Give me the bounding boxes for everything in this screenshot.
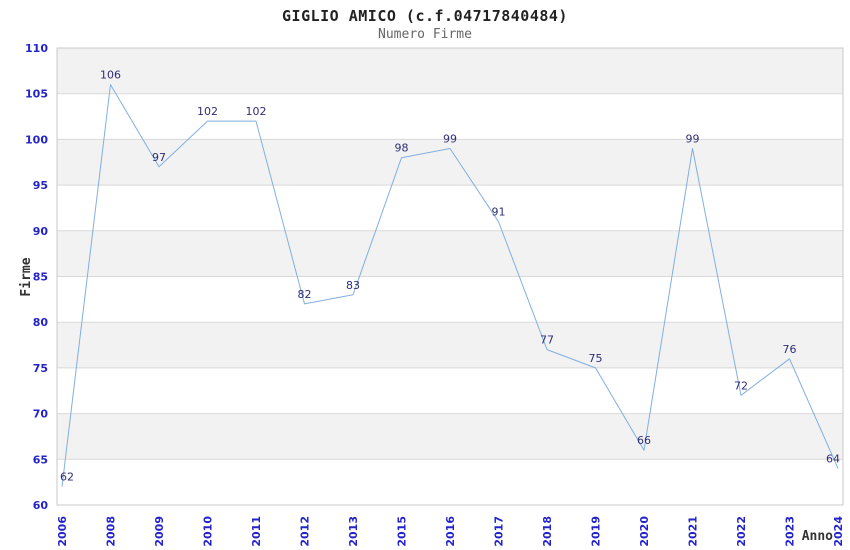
x-tick-label: 2010 [202, 516, 215, 547]
x-tick-label: 2016 [444, 516, 457, 547]
x-tick-labels: 2006 2008 2009 2010 2011 2012 2013 2015 2016 2017… [56, 516, 845, 547]
plot-band [57, 139, 843, 186]
chart-title: GIGLIO AMICO (c.f.04717840484) [282, 7, 568, 25]
data-label: 76 [783, 343, 797, 356]
data-label: 62 [60, 471, 74, 484]
x-tick-label: 2023 [784, 516, 797, 547]
series-line [61, 84, 839, 487]
x-tick-label: 2019 [590, 516, 603, 547]
x-tick-label: 2020 [638, 516, 651, 547]
plot-band [57, 322, 843, 368]
data-label: 77 [540, 334, 554, 347]
x-tick-label: 2017 [493, 516, 506, 547]
plot-band [57, 413, 843, 460]
y-tick-label: 60 [33, 499, 49, 512]
y-axis-title: Firme [19, 257, 34, 296]
y-tick-label: 110 [25, 42, 48, 55]
data-label: 66 [637, 434, 651, 447]
data-label: 83 [346, 279, 360, 292]
x-tick-label: 2022 [735, 516, 748, 547]
x-tick-label: 2006 [56, 516, 69, 547]
data-label: 102 [197, 105, 218, 118]
data-label: 82 [298, 288, 312, 301]
plot-band [57, 48, 843, 94]
series-line-path [61, 84, 839, 487]
x-tick-label: 2012 [299, 516, 312, 547]
data-label: 106 [100, 69, 121, 82]
data-label: 102 [246, 105, 267, 118]
data-label: 98 [395, 142, 409, 155]
x-tick-label: 2009 [153, 516, 166, 547]
plot-bands [57, 48, 843, 460]
data-label: 99 [686, 133, 700, 146]
y-tick-label: 90 [33, 225, 49, 238]
y-tick-label: 105 [25, 88, 48, 101]
plot-border-rect [56, 47, 844, 506]
plot-band [57, 230, 843, 277]
data-label: 91 [492, 206, 506, 219]
y-tick-labels: 60 65 70 75 80 85 90 95 100 105 110 [25, 42, 48, 512]
axis-titles: Firme Anno [19, 257, 833, 544]
y-tick-label: 75 [33, 362, 48, 375]
x-tick-label: 2024 [832, 516, 845, 547]
x-tick-label: 2015 [396, 516, 409, 547]
data-label: 99 [443, 133, 457, 146]
chart-subtitle: Numero Firme [378, 27, 472, 42]
x-tick-label: 2008 [105, 516, 118, 547]
x-tick-label: 2018 [541, 516, 554, 547]
y-tick-label: 80 [33, 316, 49, 329]
data-labels: 62 106 97 102 102 82 83 98 99 91 77 75 66 99 72 76 64 [60, 69, 840, 484]
data-label: 72 [734, 379, 748, 392]
x-tick-label: 2021 [687, 516, 700, 547]
plot-border [56, 47, 844, 506]
data-label: 75 [589, 352, 603, 365]
x-axis-title: Anno [802, 529, 833, 544]
data-label: 97 [152, 151, 166, 164]
data-label: 64 [826, 452, 840, 465]
y-tick-label: 65 [33, 453, 48, 466]
y-tick-label: 95 [33, 179, 48, 192]
x-tick-label: 2013 [347, 516, 360, 547]
y-tick-label: 70 [33, 408, 49, 421]
y-tick-label: 100 [25, 133, 48, 146]
x-tick-label: 2011 [250, 516, 263, 547]
y-tick-label: 85 [33, 271, 48, 284]
